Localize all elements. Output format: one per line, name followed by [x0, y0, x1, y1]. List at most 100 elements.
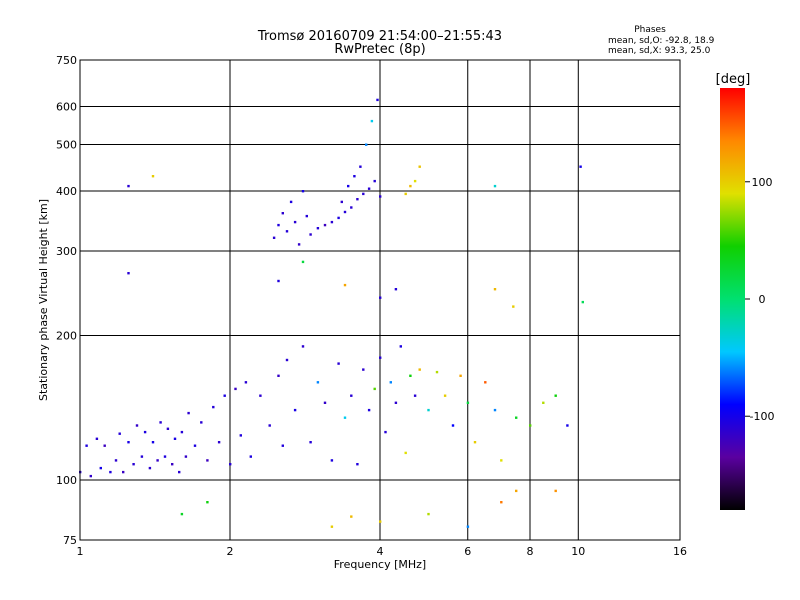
data-point	[337, 362, 340, 365]
data-point	[285, 230, 289, 233]
data-point	[373, 179, 376, 183]
x-tick-label: 2	[227, 545, 234, 558]
data-point	[418, 368, 421, 371]
data-point	[249, 455, 252, 458]
data-point	[427, 408, 430, 412]
x-tick-label: 1	[77, 545, 84, 558]
y-tick-label: 300	[56, 245, 77, 258]
y-tick-label: 600	[56, 101, 77, 114]
data-point	[389, 381, 392, 384]
stats-heading: Phases	[634, 25, 666, 35]
data-point	[493, 288, 497, 291]
data-point	[356, 463, 359, 466]
data-point	[206, 501, 209, 504]
data-point	[289, 200, 293, 204]
data-point	[281, 444, 284, 447]
data-point	[367, 408, 371, 412]
data-point	[132, 463, 135, 466]
data-point	[301, 260, 305, 264]
plot-frame	[79, 59, 681, 541]
data-point	[427, 512, 430, 516]
data-point	[127, 184, 130, 188]
data-point	[309, 233, 312, 236]
data-point	[301, 345, 305, 348]
y-tick-label: 200	[56, 330, 77, 343]
data-point	[297, 243, 301, 246]
data-point	[466, 525, 470, 528]
data-point	[148, 466, 152, 470]
data-point	[143, 430, 147, 434]
chart-title: Tromsø 20160709 21:54:00–21:55:43	[257, 29, 502, 44]
x-tick-label: 4	[377, 545, 384, 558]
data-point	[466, 401, 470, 404]
data-point	[193, 444, 197, 447]
data-point	[309, 441, 312, 444]
data-point	[206, 459, 209, 462]
x-tick-label: 6	[464, 545, 471, 558]
y-tick-label: 500	[56, 139, 77, 152]
data-point	[323, 223, 327, 227]
x-tick-label: 16	[673, 545, 687, 558]
data-point	[394, 288, 398, 291]
data-point	[404, 451, 407, 455]
data-point	[367, 187, 371, 190]
data-point	[459, 374, 462, 377]
data-point	[356, 198, 359, 201]
colorbar-tick-label: -100	[750, 410, 775, 423]
data-point	[127, 272, 130, 275]
y-tick-labels: 75 100 200 300 400 500 600 750	[56, 54, 77, 547]
data-point	[277, 279, 280, 283]
data-point	[159, 421, 162, 424]
data-point	[277, 374, 280, 377]
data-point	[323, 401, 327, 404]
data-point	[512, 305, 515, 308]
data-point	[180, 512, 184, 516]
stats-line-o: mean, sd,O: -92.8, 18.9	[608, 36, 715, 46]
data-point	[443, 394, 447, 397]
data-point	[413, 179, 417, 183]
data-point	[166, 427, 170, 430]
colorbar-tick-label: 0	[759, 293, 766, 306]
data-point	[234, 387, 237, 391]
data-point	[337, 216, 340, 220]
x-tick-label: 10	[571, 545, 585, 558]
data-point	[114, 459, 118, 462]
chart-subtitle: RwPretec (8p)	[334, 42, 425, 57]
data-point	[305, 214, 308, 218]
data-point	[435, 370, 439, 374]
data-point	[379, 195, 382, 198]
data-point	[99, 466, 102, 470]
data-point	[350, 206, 353, 209]
data-point	[89, 474, 92, 478]
data-point	[347, 184, 350, 188]
data-point	[316, 227, 320, 230]
data-point	[493, 408, 497, 412]
data-point	[151, 441, 155, 444]
colorbar-ticks: -100 0 100	[745, 176, 774, 423]
colorbar-tick-label: 100	[752, 176, 773, 189]
data-point	[554, 394, 557, 397]
data-point	[173, 437, 177, 440]
data-point	[229, 463, 232, 466]
data-point	[362, 368, 365, 371]
y-tick-label: 75	[63, 534, 77, 547]
x-axis-label: Frequency [MHz]	[334, 558, 426, 571]
data-point	[135, 424, 139, 427]
data-point	[156, 459, 159, 462]
data-point	[350, 394, 353, 397]
data-point	[343, 210, 347, 214]
y-tick-label: 400	[56, 185, 77, 198]
data-point	[484, 381, 487, 384]
x-tick-label: 8	[527, 545, 534, 558]
data-point	[500, 501, 503, 504]
data-point	[293, 220, 297, 224]
data-point	[122, 470, 125, 474]
data-point	[277, 223, 280, 227]
data-point	[340, 200, 343, 204]
data-point	[409, 184, 412, 188]
data-point	[330, 525, 334, 528]
data-point	[217, 441, 221, 444]
data-point	[301, 190, 305, 193]
data-point	[500, 459, 503, 462]
